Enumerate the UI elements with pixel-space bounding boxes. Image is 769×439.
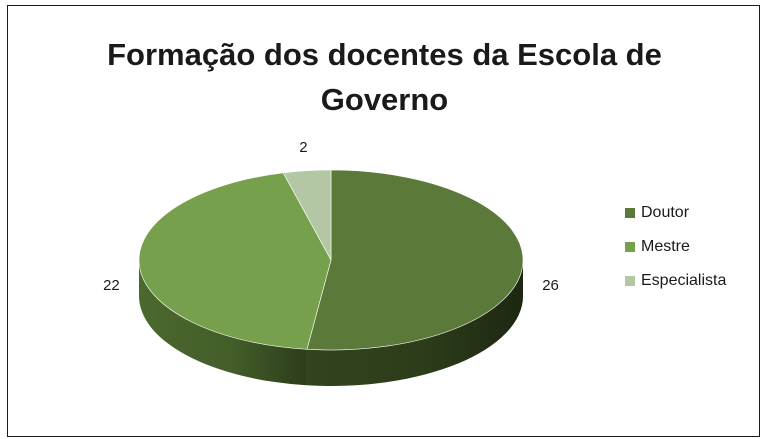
- legend-item-especialista: Especialista: [625, 264, 726, 298]
- pie-side-doutor-shade: [306, 260, 523, 386]
- chart-title: Formação dos docentes da Escola de Gover…: [107, 37, 662, 117]
- legend-item-doutor: Doutor: [625, 196, 726, 230]
- pie-sides: [139, 260, 523, 386]
- pie-slice-doutor: [306, 169, 524, 351]
- pie-side-mestre-shade: [139, 260, 307, 386]
- legend-swatch-mestre: [625, 242, 635, 252]
- legend-label-especialista: Especialista: [641, 272, 727, 289]
- legend-swatch-especialista: [625, 276, 635, 286]
- legend-label-mestre: Mestre: [641, 238, 690, 255]
- data-label-especialista: 2: [299, 139, 307, 156]
- pie-slice-especialista: [282, 169, 332, 261]
- data-label-mestre: 22: [103, 277, 120, 294]
- data-label-doutor: 26: [542, 277, 559, 294]
- legend: Doutor Mestre Especialista: [625, 196, 726, 298]
- pie-tops: [138, 169, 524, 351]
- legend-swatch-doutor: [625, 208, 635, 218]
- legend-item-mestre: Mestre: [625, 230, 726, 264]
- pie-slice-mestre: [138, 172, 332, 350]
- legend-label-doutor: Doutor: [641, 204, 690, 221]
